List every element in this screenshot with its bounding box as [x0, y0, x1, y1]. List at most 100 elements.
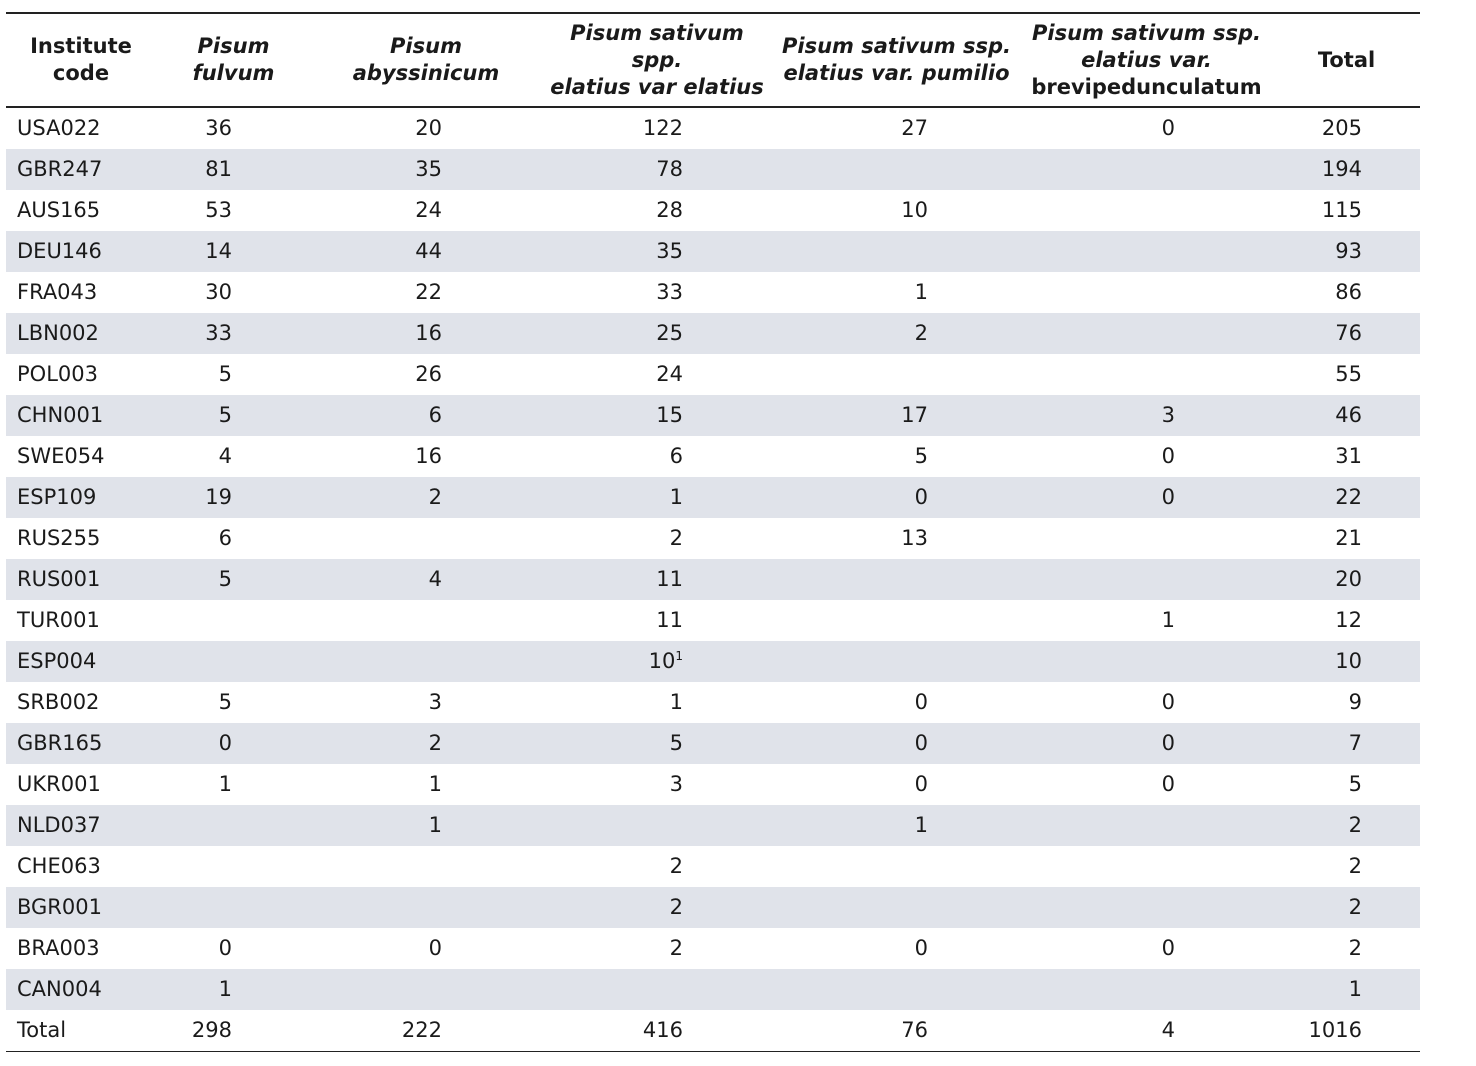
table-row: NLD037 1 1 2	[6, 804, 1420, 846]
value-cell: 298	[156, 1018, 311, 1042]
value-cell: 194	[1273, 157, 1420, 181]
value-cell: 0	[156, 731, 311, 755]
value-text: 3	[1161, 403, 1175, 427]
footnote-marker: 1	[675, 649, 683, 663]
value-text: 416	[642, 1018, 683, 1042]
column-header: Total	[1273, 47, 1420, 74]
value-cell: 4	[311, 567, 541, 591]
value-text: 4	[1161, 1018, 1175, 1042]
value-text: 0	[428, 936, 442, 960]
value-text: 53	[205, 198, 232, 222]
column-header: Pisum sativum ssp. elatius var. brevipedun…	[1020, 20, 1273, 101]
value-text: 11	[656, 567, 683, 591]
table-row: SWE054 4 16 6 5 0 31	[6, 436, 1420, 477]
value-cell: 19	[156, 485, 311, 509]
institute-code-cell: ESP004	[17, 649, 97, 673]
value-cell: 5	[1273, 772, 1420, 796]
institute-code-cell: NLD037	[17, 813, 101, 837]
value-text: 0	[1161, 444, 1175, 468]
value-text: 6	[669, 444, 683, 468]
column-header-line: brevipedunculatum	[1031, 74, 1262, 99]
institute-code-cell: CHN001	[17, 403, 104, 427]
value-cell: 5	[156, 567, 311, 591]
value-text: 6	[218, 526, 232, 550]
table-row: LBN002 33 16 25 2 76	[6, 312, 1420, 354]
value-cell: 0	[1020, 936, 1273, 960]
value-text: 0	[1161, 690, 1175, 714]
value-cell: 0	[773, 731, 1020, 755]
institute-code-cell: SWE054	[17, 444, 105, 468]
value-text: 5	[218, 362, 232, 386]
table-header-row: Institute code Pisum fulvum Pisum abyssinicum…	[6, 14, 1420, 106]
value-text: 2	[428, 731, 442, 755]
institute-code-cell: DEU146	[17, 239, 102, 263]
value-text: 1	[1348, 977, 1362, 1001]
table-bottom-rule	[6, 1050, 1420, 1052]
value-text: 0	[914, 772, 928, 796]
value-cell: 11	[541, 567, 773, 591]
value-cell: 24	[311, 198, 541, 222]
value-text: 9	[1348, 690, 1362, 714]
value-cell: 0	[1020, 116, 1273, 140]
accessions-table: Institute code Pisum fulvum Pisum abyssinicum…	[6, 12, 1420, 1052]
value-cell: 13	[773, 526, 1020, 550]
value-cell: 25	[541, 321, 773, 345]
value-cell: 2	[1273, 895, 1420, 919]
column-header-line: Pisum sativum ssp.	[1032, 20, 1261, 45]
value-text: 1	[428, 813, 442, 837]
value-text: 17	[901, 403, 928, 427]
institute-code-cell: RUS255	[17, 526, 101, 550]
value-text: 2	[669, 526, 683, 550]
value-cell: 35	[311, 157, 541, 181]
value-cell: 93	[1273, 239, 1420, 263]
value-text: 10	[1335, 649, 1362, 673]
column-header-line: elatius var.	[1081, 47, 1212, 72]
value-text: 20	[415, 116, 442, 140]
institute-code-cell: CHE063	[17, 854, 101, 878]
value-text: 0	[914, 690, 928, 714]
value-text: 5	[1348, 772, 1362, 796]
value-text: 78	[656, 157, 683, 181]
value-cell: 2	[311, 731, 541, 755]
value-cell: 2	[1273, 936, 1420, 960]
value-text: 27	[901, 116, 928, 140]
column-header-line: code	[52, 61, 110, 85]
value-cell: 46	[1273, 403, 1420, 427]
value-text: 5	[218, 403, 232, 427]
table-row: POL003 5 26 24 55	[6, 354, 1420, 395]
value-text: 0	[914, 731, 928, 755]
value-cell: 2	[541, 936, 773, 960]
value-text: 5	[218, 690, 232, 714]
value-text: 0	[218, 936, 232, 960]
value-cell: 0	[156, 936, 311, 960]
value-text: 1	[914, 280, 928, 304]
table-row: ESP004 101 10	[6, 640, 1420, 682]
value-cell: 53	[156, 198, 311, 222]
value-text: 2	[914, 321, 928, 345]
value-cell: 0	[1020, 772, 1273, 796]
table-row: ESP109 19 2 1 0 0 22	[6, 476, 1420, 518]
value-cell: 7	[1273, 731, 1420, 755]
value-cell: 78	[541, 157, 773, 181]
value-cell: 76	[1273, 321, 1420, 345]
value-text: 2	[669, 895, 683, 919]
value-text: 24	[656, 362, 683, 386]
value-text: 4	[218, 444, 232, 468]
institute-code-cell: SRB002	[17, 690, 100, 714]
column-header-line: Total	[1317, 47, 1376, 72]
institute-code-cell: BRA003	[17, 936, 100, 960]
value-text: 1	[428, 772, 442, 796]
table-row: AUS165 53 24 28 10 115	[6, 190, 1420, 231]
column-header: Pisum abyssinicum	[311, 33, 541, 87]
value-cell: 4	[1020, 1018, 1273, 1042]
value-cell: 76	[773, 1018, 1020, 1042]
value-text: 2	[1348, 936, 1362, 960]
value-cell: 2	[541, 526, 773, 550]
value-text: 10	[901, 198, 928, 222]
value-cell: 27	[773, 116, 1020, 140]
institute-code-cell: GBR165	[17, 731, 103, 755]
value-cell: 0	[773, 485, 1020, 509]
value-text: 1016	[1308, 1018, 1362, 1042]
value-cell: 1	[773, 280, 1020, 304]
value-cell: 86	[1273, 280, 1420, 304]
